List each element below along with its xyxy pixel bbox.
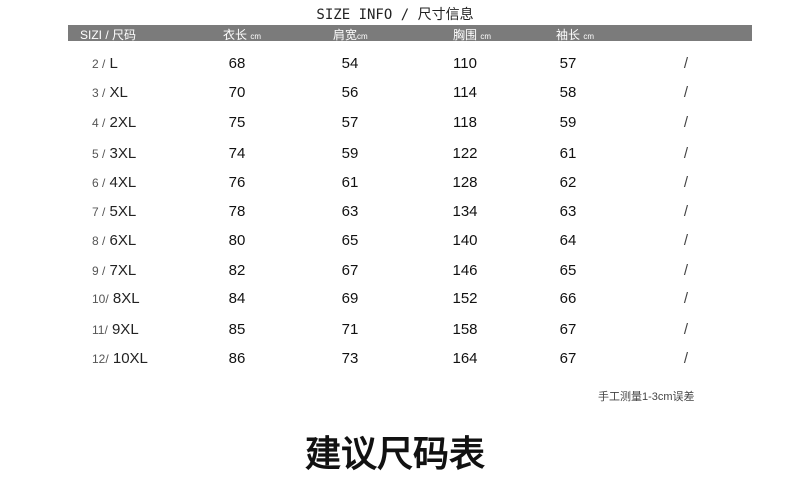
size-cell: 2 / L (92, 55, 118, 72)
chart-title: SIZE INFO / 尺寸信息 (316, 7, 474, 23)
length-cell: 70 (228, 84, 246, 101)
length-cell: 68 (228, 55, 246, 72)
shoulder-cell: 67 (341, 262, 359, 279)
table-row: 9 / 7XL 82 67 146 65 / (0, 262, 790, 286)
size-cell: 4 / 2XL (92, 114, 137, 131)
sleeve-cell: 62 (559, 174, 577, 191)
shoulder-cell: 65 (341, 232, 359, 249)
sleeve-cell: 66 (559, 290, 577, 307)
length-cell: 85 (228, 321, 246, 338)
sleeve-cell: 64 (559, 232, 577, 249)
size-cell: 9 / 7XL (92, 262, 137, 279)
length-cell: 80 (228, 232, 246, 249)
size-cell: 8 / 6XL (92, 232, 137, 249)
mark-cell: / (683, 321, 689, 338)
mark-cell: / (683, 203, 689, 220)
size-cell: 3 / XL (92, 84, 128, 101)
table-row: 8 / 6XL 80 65 140 64 / (0, 232, 790, 256)
length-cell: 75 (228, 114, 246, 131)
table-row: 3 / XL 70 56 114 58 / (0, 84, 790, 108)
chest-cell: 128 (452, 174, 478, 191)
shoulder-cell: 56 (341, 84, 359, 101)
mark-cell: / (683, 232, 689, 249)
chest-cell: 110 (453, 55, 477, 72)
header-shoulder: 肩宽cm (333, 28, 368, 42)
size-cell: 10/ 8XL (92, 290, 140, 307)
sleeve-cell: 65 (559, 262, 577, 279)
table-row: 10/ 8XL 84 69 152 66 / (0, 290, 790, 314)
chest-cell: 122 (452, 145, 478, 162)
shoulder-cell: 69 (341, 290, 359, 307)
size-cell: 7 / 5XL (92, 203, 137, 220)
chest-cell: 146 (452, 262, 478, 279)
mark-cell: / (683, 145, 689, 162)
measurement-note: 手工测量1-3cm误差 (598, 391, 695, 403)
length-cell: 86 (228, 350, 246, 367)
table-row: 7 / 5XL 78 63 134 63 / (0, 203, 790, 227)
shoulder-cell: 61 (341, 174, 359, 191)
header-size: SIZI / 尺码 (80, 28, 137, 42)
length-cell: 84 (228, 290, 246, 307)
table-row: 2 / L 68 54 110 57 / (0, 55, 790, 79)
chest-cell: 164 (452, 350, 478, 367)
shoulder-cell: 54 (341, 55, 359, 72)
table-row: 12/ 10XL 86 73 164 67 / (0, 350, 790, 374)
sleeve-cell: 58 (559, 84, 577, 101)
header-bar: SIZI / 尺码 衣长 cm 肩宽cm 胸围 cm 袖长 cm (68, 25, 752, 42)
shoulder-cell: 71 (341, 321, 359, 338)
table-row: 11/ 9XL 85 71 158 67 / (0, 321, 790, 345)
shoulder-cell: 57 (341, 114, 359, 131)
mark-cell: / (683, 290, 689, 307)
sleeve-cell: 59 (559, 114, 577, 131)
sleeve-cell: 61 (559, 145, 577, 162)
shoulder-cell: 59 (341, 145, 359, 162)
chest-cell: 134 (452, 203, 478, 220)
mark-cell: / (683, 114, 689, 131)
table-row: 5 / 3XL 74 59 122 61 / (0, 145, 790, 169)
table-row: 6 / 4XL 76 61 128 62 / (0, 174, 790, 198)
shoulder-cell: 63 (341, 203, 359, 220)
sleeve-cell: 67 (559, 321, 577, 338)
shoulder-cell: 73 (341, 350, 359, 367)
mark-cell: / (683, 174, 689, 191)
size-cell: 6 / 4XL (92, 174, 137, 191)
sleeve-cell: 67 (559, 350, 577, 367)
mark-cell: / (683, 350, 689, 367)
chest-cell: 114 (453, 84, 477, 101)
size-cell: 5 / 3XL (92, 145, 137, 162)
length-cell: 82 (228, 262, 246, 279)
length-cell: 74 (228, 145, 246, 162)
size-cell: 11/ 9XL (92, 321, 139, 338)
caption: 建议尺码表 (304, 434, 485, 475)
chest-cell: 118 (453, 114, 477, 131)
header-chest: 胸围 cm (453, 28, 492, 42)
header-sleeve: 袖长 cm (556, 28, 595, 42)
chest-cell: 140 (452, 232, 478, 249)
length-cell: 76 (228, 174, 246, 191)
mark-cell: / (683, 55, 689, 72)
header-length: 衣长 cm (223, 28, 262, 42)
chest-cell: 158 (452, 321, 478, 338)
sleeve-cell: 63 (559, 203, 577, 220)
mark-cell: / (683, 262, 689, 279)
table-row: 4 / 2XL 75 57 118 59 / (0, 114, 790, 138)
size-cell: 12/ 10XL (92, 350, 148, 367)
mark-cell: / (683, 84, 689, 101)
sleeve-cell: 57 (559, 55, 577, 72)
chest-cell: 152 (452, 290, 478, 307)
length-cell: 78 (228, 203, 246, 220)
